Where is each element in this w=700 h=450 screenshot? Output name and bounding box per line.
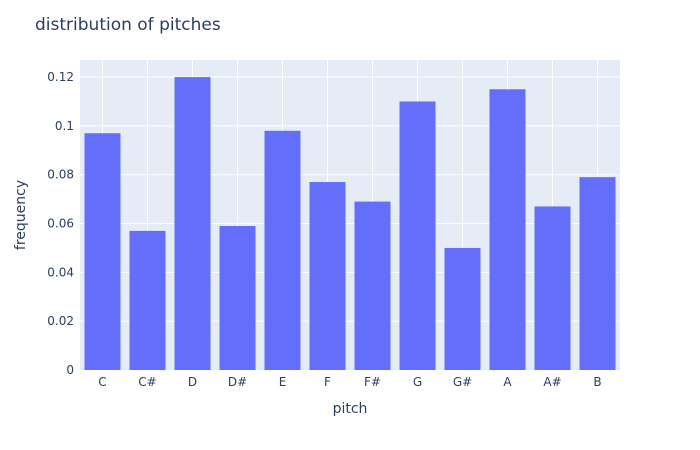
y-tick-label: 0.02 [47, 314, 74, 328]
x-tick-label: A# [543, 375, 561, 389]
x-tick-label: E [279, 375, 287, 389]
bars [84, 77, 616, 371]
x-tick-label: D [188, 375, 197, 389]
bar[interactable] [489, 89, 526, 371]
y-tick-label: 0.04 [47, 265, 74, 279]
bar[interactable] [84, 133, 121, 370]
y-tick-label: 0.08 [47, 168, 74, 182]
x-tick-label: G# [453, 375, 472, 389]
x-tick-label: F# [364, 375, 381, 389]
y-axis-ticks: 0 0.02 0.04 0.06 0.08 0.1 0.12 [47, 70, 74, 377]
bar[interactable] [534, 206, 571, 370]
x-tick-label: A [503, 375, 512, 389]
y-tick-label: 0.12 [47, 70, 74, 84]
x-tick-label: C [98, 375, 106, 389]
x-tick-label: C# [138, 375, 156, 389]
bar[interactable] [444, 247, 481, 370]
bar[interactable] [354, 201, 391, 370]
bar[interactable] [174, 77, 211, 371]
bar[interactable] [399, 101, 436, 370]
bar[interactable] [264, 130, 301, 370]
y-tick-label: 0 [66, 363, 74, 377]
x-tick-label: B [593, 375, 601, 389]
plot-area [80, 60, 620, 370]
x-tick-label: G [413, 375, 422, 389]
bar[interactable] [219, 225, 256, 370]
chart-title: distribution of pitches [35, 15, 221, 35]
bar[interactable] [309, 182, 346, 370]
x-tick-label: D# [228, 375, 247, 389]
x-axis-ticks: C C# D D# E F F# G G# A A# B [98, 375, 601, 389]
x-axis-title: pitch [333, 401, 368, 417]
y-axis-title: frequency [13, 180, 29, 250]
y-tick-label: 0.1 [55, 119, 74, 133]
bar[interactable] [129, 230, 166, 370]
bar[interactable] [579, 177, 616, 370]
x-tick-label: F [324, 375, 331, 389]
y-tick-label: 0.06 [47, 217, 74, 231]
